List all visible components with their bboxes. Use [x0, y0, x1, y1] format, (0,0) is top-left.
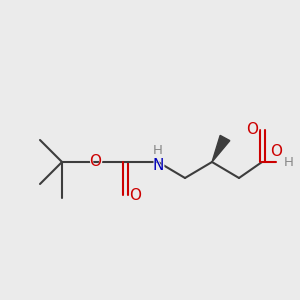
- Text: H: H: [283, 154, 295, 169]
- Text: O: O: [88, 153, 102, 171]
- Text: O: O: [270, 145, 282, 160]
- Text: N: N: [152, 158, 164, 172]
- Text: O: O: [246, 122, 258, 137]
- Text: N: N: [151, 156, 165, 174]
- Text: H: H: [153, 143, 163, 157]
- Text: H: H: [152, 142, 164, 158]
- Text: H: H: [284, 155, 294, 169]
- Polygon shape: [212, 135, 230, 162]
- Text: O: O: [89, 154, 101, 169]
- Text: O: O: [128, 186, 142, 204]
- Text: O: O: [245, 121, 259, 139]
- Text: O: O: [269, 143, 283, 161]
- Text: O: O: [129, 188, 141, 202]
